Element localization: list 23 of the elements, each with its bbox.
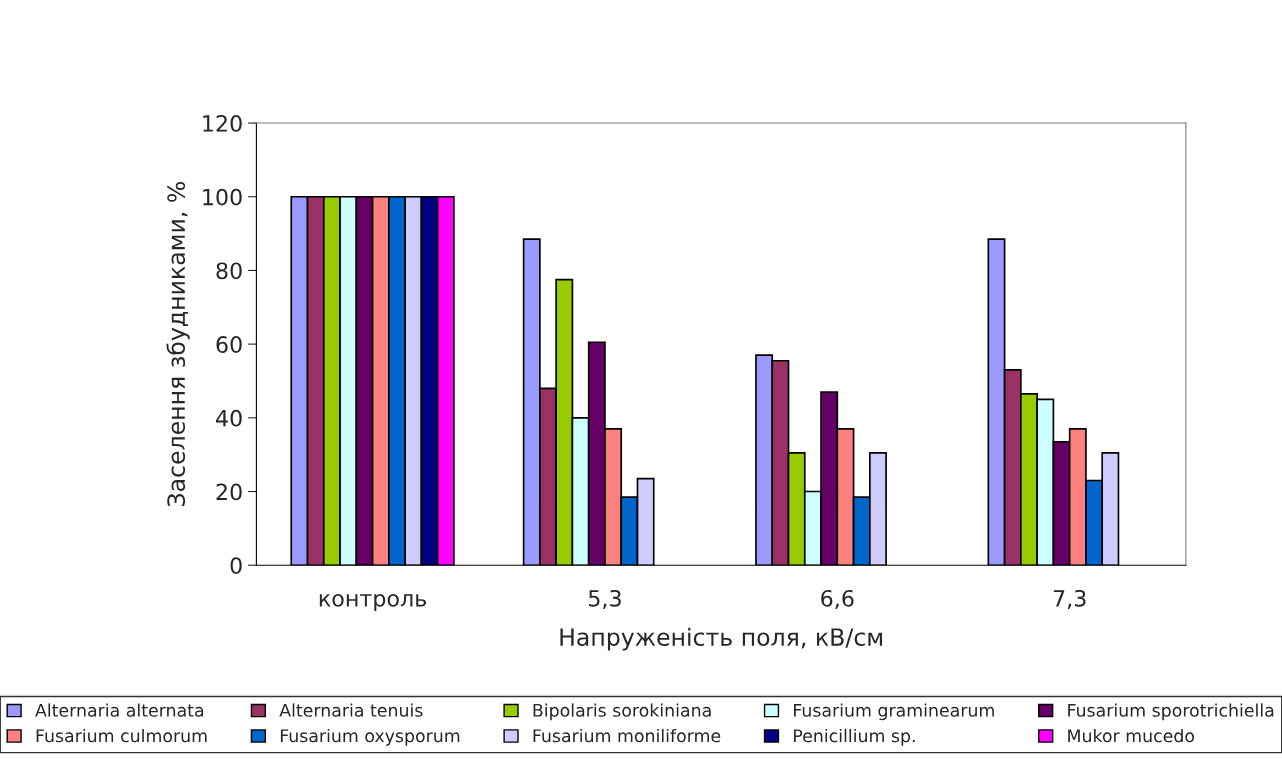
legend-label: Alternaria tenuis xyxy=(279,703,423,717)
legend-label: Fusarium graminearum xyxy=(794,703,994,721)
x-tick-label: 6,6 xyxy=(821,589,854,609)
y-tick-label: 20 xyxy=(216,483,242,501)
x-tick-label: 7,3 xyxy=(1053,589,1086,609)
y-axis-title: Заселення збудниками, % xyxy=(166,182,190,506)
y-tick-label: 60 xyxy=(216,336,242,353)
y-tick-label: 0 xyxy=(230,557,242,574)
legend-label: Fusarium sporotrichiella xyxy=(1068,703,1274,721)
legend-label: Bipolaris sorokiniana xyxy=(533,703,711,721)
x-tick-label: контроль xyxy=(319,593,427,612)
y-tick-label: 40 xyxy=(216,409,242,427)
y-tick-label: 100 xyxy=(203,188,242,206)
legend-label: Fusarium moniliforme xyxy=(533,728,721,743)
legend-label: Penicillium sp. xyxy=(794,728,915,746)
x-axis-title: Напруженість поля, кВ/см xyxy=(560,627,882,651)
legend-label: Fusarium culmorum xyxy=(36,728,207,743)
legend-label: Mukor mucedo xyxy=(1068,728,1195,743)
x-tick-label: 5,3 xyxy=(588,589,621,609)
legend-label: Fusarium oxysporum xyxy=(280,728,460,746)
legend-label: Alternaria alternata xyxy=(35,703,204,717)
y-tick-label: 80 xyxy=(216,262,242,280)
y-tick-label: 120 xyxy=(203,114,242,132)
